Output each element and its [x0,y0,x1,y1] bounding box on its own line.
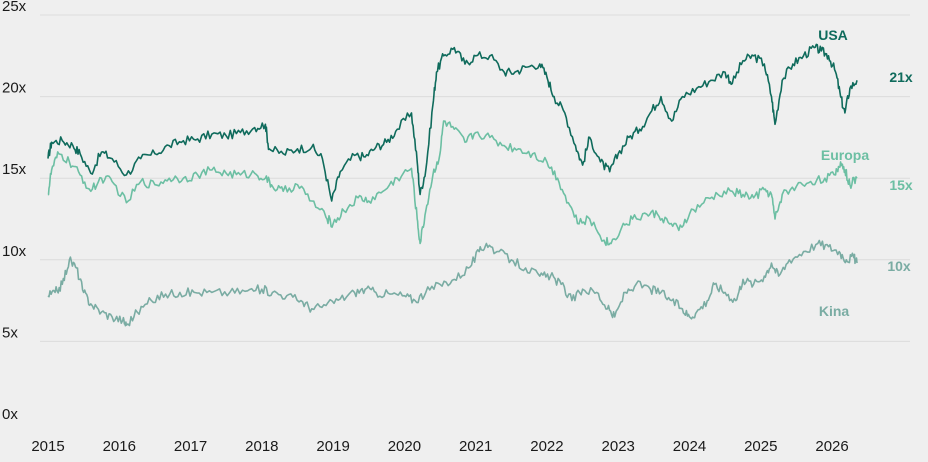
series-name-label: Kina [819,303,850,319]
x-tick-label: 2021 [459,438,492,455]
series-end-value-label: 15x [889,177,913,193]
y-axis-ticks: 0x 5x 10x 15x 20x 25x [2,0,27,423]
x-tick-label: 2026 [815,438,848,455]
y-tick-label: 15x [2,161,27,178]
y-tick-label: 0x [2,406,18,423]
series-line-usa [47,43,858,202]
series-line-kina [47,239,858,327]
y-tick-label: 25x [2,0,27,15]
x-tick-label: 2022 [530,438,563,455]
x-tick-label: 2023 [602,438,635,455]
series-name-label: USA [818,27,848,43]
y-tick-label: 5x [2,324,18,341]
x-tick-label: 2016 [103,438,136,455]
series-labels: USA 21x Europa 15x Kina 10x [818,27,913,319]
x-axis-ticks: 2015 2016 2017 2018 2019 2020 2021 2022 2023 2024… [31,438,848,455]
x-tick-label: 2018 [245,438,278,455]
x-tick-label: 2024 [673,438,706,455]
x-tick-label: 2017 [174,438,207,455]
series-end-value-label: 21x [889,69,913,85]
x-tick-label: 2025 [744,438,777,455]
y-tick-label: 10x [2,243,27,260]
gridlines [40,14,910,342]
x-tick-label: 2019 [316,438,349,455]
series-line-europa [47,120,858,247]
series-end-value-label: 10x [887,258,911,274]
x-tick-label: 2020 [388,438,421,455]
y-tick-label: 20x [2,80,27,97]
series-lines [47,43,858,327]
series-name-label: Europa [821,147,869,163]
x-tick-label: 2015 [31,438,64,455]
